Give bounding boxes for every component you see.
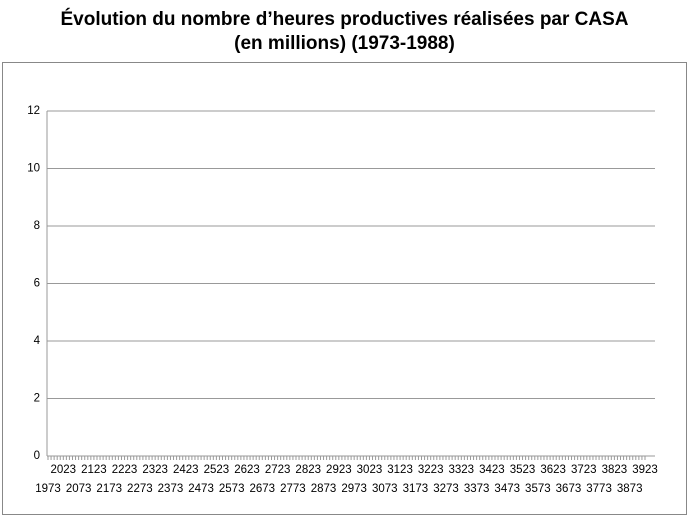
x-tick-label: 3873 (617, 483, 643, 495)
y-tick-label: 0 (34, 450, 40, 462)
x-tick-label: 3423 (479, 464, 505, 476)
x-tick-label: 2323 (142, 464, 168, 476)
y-tick-label: 4 (34, 335, 41, 347)
y-tick-label: 2 (34, 393, 40, 405)
x-tick-label: 1973 (35, 483, 61, 495)
x-tick-label: 2173 (96, 483, 122, 495)
x-tick-label: 3523 (510, 464, 536, 476)
x-tick-label: 3173 (403, 483, 429, 495)
x-tick-label: 3623 (540, 464, 566, 476)
x-tick-label: 3573 (525, 483, 551, 495)
x-tick-label: 2723 (265, 464, 291, 476)
x-tick-label: 3723 (571, 464, 597, 476)
x-tick-label: 2873 (311, 483, 337, 495)
x-tick-label: 3823 (602, 464, 628, 476)
y-tick-label: 12 (27, 105, 40, 117)
x-tick-label: 3923 (632, 464, 658, 476)
x-tick-label: 3773 (586, 483, 612, 495)
x-tick-label: 2073 (66, 483, 92, 495)
x-tick-label: 2573 (219, 483, 245, 495)
x-tick-label: 3323 (449, 464, 475, 476)
y-tick-label: 6 (34, 278, 40, 290)
x-tick-label: 3223 (418, 464, 444, 476)
x-tick-label: 2823 (295, 464, 321, 476)
y-tick-label: 8 (34, 220, 40, 232)
x-tick-label: 2273 (127, 483, 153, 495)
x-tick-label: 3023 (357, 464, 383, 476)
x-tick-label: 3273 (433, 483, 459, 495)
x-tick-label: 2523 (204, 464, 230, 476)
x-tick-label: 2223 (112, 464, 138, 476)
x-tick-label: 3073 (372, 483, 398, 495)
x-tick-label: 2423 (173, 464, 199, 476)
x-tick-label: 2623 (234, 464, 260, 476)
x-tick-label: 2373 (158, 483, 184, 495)
x-tick-label: 2673 (250, 483, 276, 495)
x-tick-label: 3123 (387, 464, 413, 476)
x-tick-label: 2023 (51, 464, 77, 476)
x-tick-label: 2973 (341, 483, 367, 495)
x-tick-label: 2923 (326, 464, 352, 476)
chart-border (2, 62, 687, 515)
x-tick-label: 3673 (556, 483, 582, 495)
x-tick-label: 2773 (280, 483, 306, 495)
x-tick-label: 3373 (464, 483, 490, 495)
x-tick-label: 3473 (494, 483, 520, 495)
y-tick-label: 10 (27, 163, 40, 175)
x-tick-label: 2473 (188, 483, 214, 495)
chart-title: Évolution du nombre d’heures productives… (60, 9, 629, 54)
x-tick-label: 2123 (81, 464, 107, 476)
